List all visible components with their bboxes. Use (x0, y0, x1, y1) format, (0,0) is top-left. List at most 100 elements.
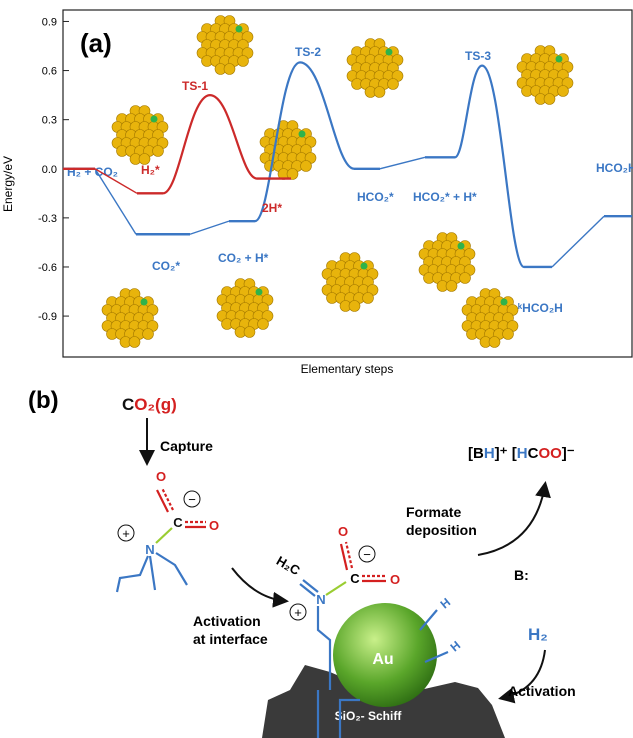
charge: − (188, 492, 196, 507)
connector (379, 156, 426, 170)
atom (387, 78, 399, 90)
co2-gas: CO₂(g) (122, 395, 177, 414)
product-part: H (484, 445, 495, 462)
nanocluster (196, 15, 254, 75)
adsorbate (457, 242, 465, 250)
h2: H₂ (528, 625, 548, 644)
y-tick-label: -0.9 (38, 311, 57, 323)
step-label: at interface (193, 631, 268, 647)
atom (128, 336, 141, 348)
point-label: H₂ + CO₂ (67, 165, 118, 179)
plot-frame (62, 9, 633, 358)
transition-state (162, 94, 258, 195)
adduct-bonds (115, 487, 206, 593)
atom (373, 86, 386, 98)
atom: O (390, 572, 400, 587)
point-label: CO₂* (152, 259, 180, 273)
nanocluster (259, 120, 317, 180)
point-label: HCO₂* (357, 190, 394, 204)
atom (223, 63, 236, 75)
nanocluster (216, 278, 274, 338)
product-part: H (517, 445, 528, 462)
atom: O (338, 524, 348, 539)
adsorbate (500, 298, 508, 306)
charge: − (363, 547, 371, 562)
step-label: deposition (406, 522, 477, 538)
point-label: HCO₂H (596, 161, 633, 175)
product-part: [B (468, 445, 484, 462)
adsorbate (360, 262, 368, 270)
adsorbate (235, 25, 243, 33)
arrow (231, 567, 289, 608)
atom (237, 55, 249, 67)
point-label: TS-3 (465, 49, 491, 63)
atom (138, 153, 151, 165)
charge: + (122, 526, 130, 541)
energy-panel: (a) Elementary steps Energy/eV -0.9 -0.6 -… (1, 9, 633, 376)
point-label: ᵏHCO₂H (518, 301, 563, 315)
nanocluster (516, 45, 574, 105)
point-label: 2H* (262, 201, 282, 215)
product-part: C (528, 445, 539, 462)
atom: C (122, 395, 134, 414)
point-label: HCO₂* + H* (413, 190, 477, 204)
atom: N (316, 592, 325, 607)
atom (243, 326, 256, 338)
y-tick-label: 0.0 (42, 164, 57, 176)
charge: + (294, 605, 302, 620)
nanocluster (321, 252, 379, 312)
nanocluster (418, 232, 476, 292)
atom: H₂C (274, 553, 303, 579)
y-axis-label: Energy/eV (1, 156, 15, 212)
step-label: Capture (160, 438, 213, 454)
atom (142, 328, 154, 340)
point-label: TS-2 (295, 45, 321, 59)
adsorbate (555, 55, 563, 63)
adsorbate (255, 288, 263, 296)
scheme-panel: (b) CO₂(g) Capture O C O N + − Activatio… (28, 387, 576, 738)
base: B: (514, 567, 529, 583)
adsorbate (140, 298, 148, 306)
atom (362, 292, 374, 304)
connector (94, 168, 138, 194)
y-tick-label: -0.3 (38, 213, 57, 225)
connector (94, 168, 137, 235)
adduct-bonds (289, 541, 449, 738)
step-label: Activation (193, 613, 261, 629)
atom (300, 160, 312, 172)
au-label: Au (372, 651, 393, 668)
atom (152, 145, 164, 157)
point-label: H₂* (141, 163, 160, 177)
connector (551, 215, 605, 268)
atom (257, 318, 269, 330)
atom: H (438, 595, 454, 611)
atom: O (209, 518, 219, 533)
atom (348, 300, 361, 312)
product-part: ]⁺ [ (495, 445, 517, 462)
support-label: SiO₂- Schiff (335, 709, 403, 723)
product-part: OO (538, 445, 562, 462)
atom (543, 93, 556, 105)
transition-state (254, 61, 355, 223)
arrow (477, 481, 551, 556)
atom (488, 336, 501, 348)
y-tick-label: 0.9 (42, 16, 57, 28)
product: [BH]⁺ [HCOO]⁻ (468, 445, 575, 462)
adsorbate (298, 130, 306, 138)
nanocluster (346, 38, 404, 98)
y-tick-label: 0.6 (42, 66, 57, 78)
connector (189, 220, 230, 235)
step-label: Activation (508, 683, 576, 699)
atom: N (145, 542, 154, 557)
point-label: CO₂ + H* (218, 251, 269, 265)
step-label: Formate (406, 504, 461, 520)
panel-label: (a) (80, 28, 112, 58)
y-tick-label: -0.6 (38, 262, 57, 274)
au-particle (333, 603, 437, 707)
point-label: TS-1 (182, 79, 208, 93)
x-axis-label: Elementary steps (301, 362, 394, 376)
atom: H (448, 638, 464, 654)
atom (286, 168, 299, 180)
atom (459, 272, 471, 284)
